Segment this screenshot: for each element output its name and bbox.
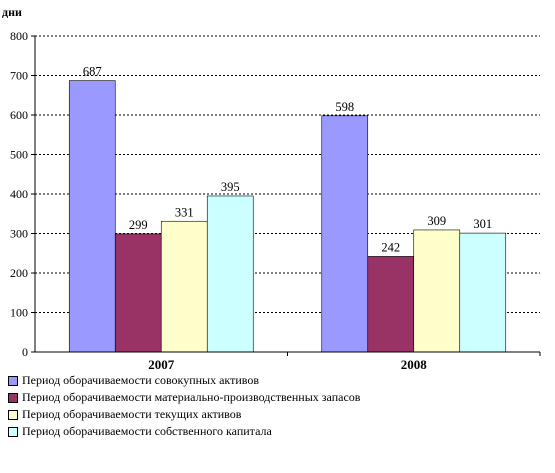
y-tick-label: 400 bbox=[10, 187, 28, 201]
bar bbox=[68, 80, 116, 353]
data-label: 301 bbox=[473, 217, 492, 231]
y-tick-label: 800 bbox=[10, 29, 28, 43]
x-axis-categories: 2007 2008 bbox=[148, 352, 541, 372]
value-labels: 687 299 331 395 598 242 309 301 bbox=[83, 65, 492, 255]
y-tick-label: 700 bbox=[10, 69, 28, 83]
x-tick-label: 2008 bbox=[401, 357, 428, 372]
data-label: 299 bbox=[129, 218, 148, 232]
data-label: 598 bbox=[335, 100, 354, 114]
legend-item: Период оборачиваемости собственного капи… bbox=[8, 423, 548, 440]
bar bbox=[413, 229, 461, 353]
y-axis-label: дни bbox=[2, 5, 22, 19]
bar bbox=[321, 115, 369, 353]
legend-item: Период оборачиваемости совокупных активо… bbox=[8, 372, 548, 389]
bar-chart: дни 0 100 200 300 400 500 600 700 800 687 299 331 3… bbox=[2, 5, 541, 372]
data-label: 309 bbox=[427, 214, 446, 228]
y-tick-label: 200 bbox=[10, 266, 28, 280]
legend-swatch bbox=[8, 409, 18, 420]
legend-label: Период оборачиваемости совокупных активо… bbox=[22, 373, 260, 387]
y-tick-label: 600 bbox=[10, 108, 28, 122]
legend-label: Период оборачиваемости текущих активов bbox=[22, 407, 242, 421]
x-tick-label: 2007 bbox=[148, 357, 175, 372]
legend-label: Период оборачиваемости материально-произ… bbox=[22, 390, 361, 404]
y-axis-ticks: 0 100 200 300 400 500 600 700 800 bbox=[10, 29, 35, 359]
legend-item: Период оборачиваемости текущих активов bbox=[8, 406, 548, 423]
bars bbox=[68, 80, 507, 353]
y-tick-label: 300 bbox=[10, 227, 28, 241]
legend-item: Период оборачиваемости материально-произ… bbox=[8, 389, 548, 406]
bar bbox=[160, 220, 208, 353]
data-label: 331 bbox=[175, 205, 194, 219]
bar bbox=[459, 232, 507, 353]
legend: Период оборачиваемости совокупных активо… bbox=[8, 372, 548, 440]
data-label: 242 bbox=[381, 240, 400, 254]
bar bbox=[367, 256, 415, 353]
y-tick-label: 0 bbox=[22, 345, 28, 359]
bar bbox=[206, 195, 254, 353]
legend-swatch bbox=[8, 375, 18, 386]
legend-swatch bbox=[8, 392, 18, 403]
y-tick-label: 500 bbox=[10, 148, 28, 162]
data-label: 687 bbox=[83, 65, 102, 79]
y-tick-label: 100 bbox=[10, 306, 28, 320]
data-label: 395 bbox=[221, 180, 240, 194]
legend-swatch bbox=[8, 426, 18, 437]
bar bbox=[114, 233, 162, 353]
legend-label: Период оборачиваемости собственного капи… bbox=[22, 424, 272, 438]
